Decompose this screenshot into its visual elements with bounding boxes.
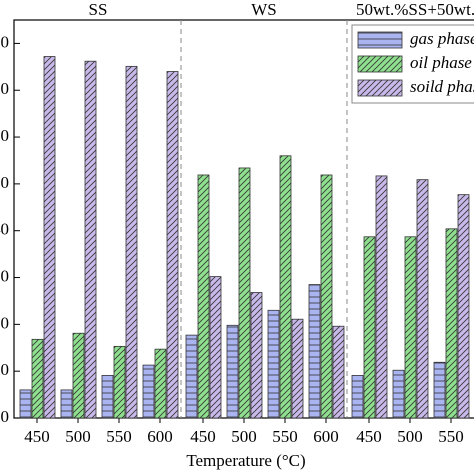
bar — [267, 309, 280, 419]
x-tick-label: 600 — [147, 427, 173, 446]
y-tick-label: 50 — [0, 173, 9, 192]
bar — [375, 175, 388, 419]
y-tick-label: 70 — [0, 79, 9, 98]
bar — [72, 332, 85, 419]
bar — [43, 56, 56, 419]
y-tick-label: 0 — [1, 407, 10, 426]
y-tick-label: 30 — [0, 266, 9, 285]
bar — [142, 364, 155, 419]
x-tick-label: 450 — [190, 427, 216, 446]
bar — [166, 71, 179, 419]
bar — [332, 325, 345, 419]
y-tick-label: 40 — [0, 220, 9, 239]
legend-swatch — [357, 79, 403, 97]
bar — [404, 236, 417, 419]
group-label: 50wt.%SS+50wt.%WS — [356, 0, 474, 19]
x-tick-label: 600 — [313, 427, 339, 446]
bar — [238, 167, 251, 419]
bar — [457, 194, 470, 419]
bar — [185, 334, 198, 419]
bar — [31, 338, 44, 419]
bar — [416, 179, 429, 419]
bar — [433, 361, 446, 419]
legend-label: oil phase — [410, 53, 472, 72]
x-tick-label: 550 — [438, 427, 464, 446]
x-tick-label: 450 — [356, 427, 382, 446]
legend-label: gas phase — [410, 29, 474, 48]
y-tick-label: 60 — [0, 126, 9, 145]
group-label: SS — [89, 0, 108, 19]
y-tick-label: 80 — [0, 32, 9, 51]
x-tick-label: 500 — [397, 427, 423, 446]
bar — [197, 174, 210, 419]
bar — [250, 292, 263, 419]
bar — [291, 318, 304, 419]
group-label: WS — [251, 0, 277, 19]
bar — [113, 345, 126, 419]
bar — [392, 369, 405, 419]
bar — [101, 374, 114, 419]
x-tick-label: 550 — [106, 427, 132, 446]
legend-swatch — [357, 55, 403, 73]
bar — [226, 324, 239, 419]
bar — [351, 374, 364, 419]
x-tick-label: 450 — [24, 427, 50, 446]
legend-swatch — [357, 31, 403, 49]
bar — [363, 236, 376, 419]
bar — [320, 174, 333, 419]
bar — [279, 155, 292, 419]
x-tick-label: 500 — [231, 427, 257, 446]
bar — [84, 60, 97, 419]
x-tick-label: 550 — [272, 427, 298, 446]
bar — [125, 65, 138, 419]
x-tick-label: 500 — [65, 427, 91, 446]
bar — [445, 228, 458, 419]
bar — [19, 389, 32, 419]
bar — [60, 389, 73, 419]
x-axis-label: Temperature (°C) — [186, 451, 305, 470]
bar — [154, 348, 167, 419]
y-tick-label: 20 — [0, 313, 9, 332]
legend-label: soild phase — [410, 77, 474, 96]
y-tick-label: 10 — [0, 360, 9, 379]
bar — [308, 284, 321, 419]
bar — [209, 276, 222, 419]
